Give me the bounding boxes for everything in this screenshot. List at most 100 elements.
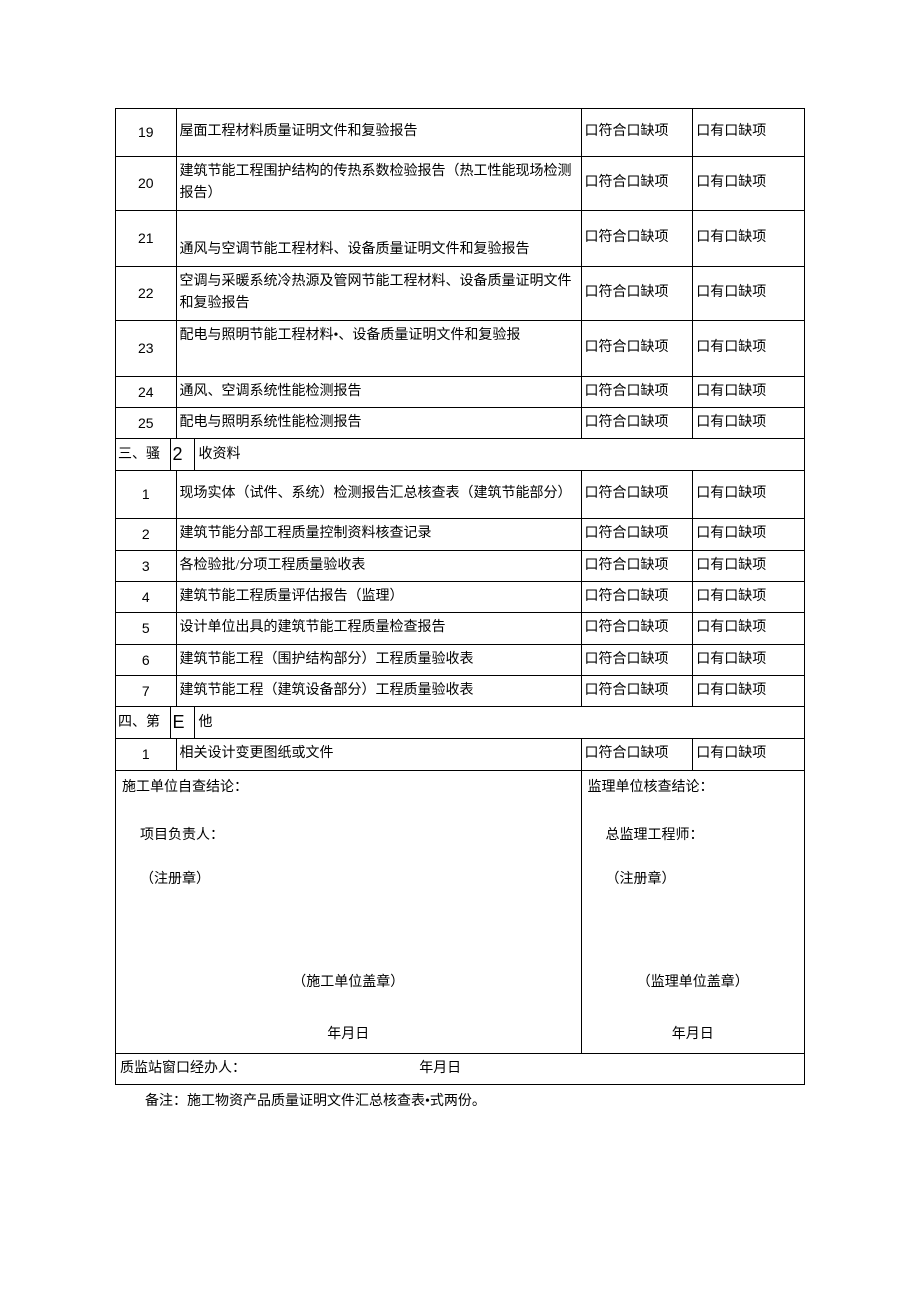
compliance-cell: 口符合口缺项 bbox=[581, 676, 693, 707]
compliance-cell: 口符合口缺项 bbox=[581, 739, 693, 770]
status-cell: 口有口缺项 bbox=[693, 550, 805, 581]
sig-title: 施工单位自查结论： bbox=[122, 777, 575, 799]
row-description: 各检验批/分项工程质量验收表 bbox=[176, 550, 581, 581]
row-description: 建筑节能工程（建筑设备部分）工程质量验收表 bbox=[176, 676, 581, 707]
row-description: 建筑节能工程围护结构的传热系数检验报告（热工性能现场检测报告） bbox=[176, 157, 581, 211]
inspection-table: 19屋面工程材料质量证明文件和复验报告口符合口缺项口有口缺项20建筑节能工程围护… bbox=[115, 108, 805, 1085]
row-number: 21 bbox=[116, 210, 177, 266]
status-cell: 口有口缺项 bbox=[693, 581, 805, 612]
sig-person-label: 项目负责人： bbox=[122, 825, 575, 847]
sig-seal: （注册章） bbox=[588, 869, 798, 891]
table-row: 7建筑节能工程（建筑设备部分）工程质量验收表口符合口缺项口有口缺项 bbox=[116, 676, 805, 707]
row-number: 23 bbox=[116, 320, 177, 376]
compliance-cell: 口符合口缺项 bbox=[581, 519, 693, 550]
row-number: 19 bbox=[116, 109, 177, 157]
section-number: 2 bbox=[170, 439, 194, 470]
sig-stamp: （监理单位盖章） bbox=[588, 972, 798, 994]
table-row: 24通风、空调系统性能检测报告口符合口缺项口有口缺项 bbox=[116, 376, 805, 407]
row-description: 建筑节能工程质量评估报告（监理） bbox=[176, 581, 581, 612]
row-number: 24 bbox=[116, 376, 177, 407]
row-number: 1 bbox=[116, 739, 177, 770]
section-prefix: 四、第 bbox=[116, 707, 170, 738]
row-description: 屋面工程材料质量证明文件和复验报告 bbox=[176, 109, 581, 157]
row-number: 1 bbox=[116, 471, 177, 519]
row-description: 配电与照明系统性能检测报告 bbox=[176, 407, 581, 438]
sig-date: 年月日 bbox=[122, 1024, 575, 1046]
compliance-cell: 口符合口缺项 bbox=[581, 550, 693, 581]
table-row: 2建筑节能分部工程质量控制资料核查记录口符合口缺项口有口缺项 bbox=[116, 519, 805, 550]
table-row: 1现场实体（试件、系统）检测报告汇总核查表（建筑节能部分）口符合口缺项口有口缺项 bbox=[116, 471, 805, 519]
row-description: 空调与采暖系统冷热源及管网节能工程材料、设备质量证明文件和复验报告 bbox=[176, 266, 581, 320]
compliance-cell: 口符合口缺项 bbox=[581, 581, 693, 612]
section-number: E bbox=[170, 707, 194, 738]
status-cell: 口有口缺项 bbox=[693, 644, 805, 675]
compliance-cell: 口符合口缺项 bbox=[581, 320, 693, 376]
compliance-cell: 口符合口缺项 bbox=[581, 376, 693, 407]
row-number: 25 bbox=[116, 407, 177, 438]
sig-person-label: 总监理工程师： bbox=[588, 825, 798, 847]
compliance-cell: 口符合口缺项 bbox=[581, 266, 693, 320]
status-cell: 口有口缺项 bbox=[693, 320, 805, 376]
row-description: 建筑节能工程（围护结构部分）工程质量验收表 bbox=[176, 644, 581, 675]
row-number: 22 bbox=[116, 266, 177, 320]
signature-row: 施工单位自查结论：项目负责人：（注册章）（施工单位盖章）年月日监理单位核查结论：… bbox=[116, 770, 805, 1053]
handler-date: 年月日 bbox=[419, 1058, 461, 1080]
table-row: 4建筑节能工程质量评估报告（监理）口符合口缺项口有口缺项 bbox=[116, 581, 805, 612]
table-row: 5设计单位出具的建筑节能工程质量检查报告口符合口缺项口有口缺项 bbox=[116, 613, 805, 644]
row-number: 2 bbox=[116, 519, 177, 550]
status-cell: 口有口缺项 bbox=[693, 519, 805, 550]
status-cell: 口有口缺项 bbox=[693, 210, 805, 266]
status-cell: 口有口缺项 bbox=[693, 157, 805, 211]
table-row: 25配电与照明系统性能检测报告口符合口缺项口有口缺项 bbox=[116, 407, 805, 438]
sig-seal: （注册章） bbox=[122, 869, 575, 891]
row-number: 4 bbox=[116, 581, 177, 612]
table-row: 23配电与照明节能工程材料•、设备质量证明文件和复验报口符合口缺项口有口缺项 bbox=[116, 320, 805, 376]
section-prefix: 三、骚 bbox=[116, 439, 170, 470]
compliance-cell: 口符合口缺项 bbox=[581, 109, 693, 157]
row-number: 5 bbox=[116, 613, 177, 644]
status-cell: 口有口缺项 bbox=[693, 739, 805, 770]
row-number: 20 bbox=[116, 157, 177, 211]
table-row: 6建筑节能工程（围护结构部分）工程质量验收表口符合口缺项口有口缺项 bbox=[116, 644, 805, 675]
row-number: 6 bbox=[116, 644, 177, 675]
row-description: 相关设计变更图纸或文件 bbox=[176, 739, 581, 770]
compliance-cell: 口符合口缺项 bbox=[581, 157, 693, 211]
sig-title: 监理单位核查结论： bbox=[588, 777, 798, 799]
status-cell: 口有口缺项 bbox=[693, 613, 805, 644]
status-cell: 口有口缺项 bbox=[693, 676, 805, 707]
table-row: 3各检验批/分项工程质量验收表口符合口缺项口有口缺项 bbox=[116, 550, 805, 581]
compliance-cell: 口符合口缺项 bbox=[581, 210, 693, 266]
compliance-cell: 口符合口缺项 bbox=[581, 613, 693, 644]
construction-unit-signature: 施工单位自查结论： 项目负责人： （注册章） （施工单位盖章） 年月日 bbox=[116, 770, 582, 1053]
sig-stamp: （施工单位盖章） bbox=[122, 972, 575, 994]
status-cell: 口有口缺项 bbox=[693, 266, 805, 320]
table-row: 21通风与空调节能工程材料、设备质量证明文件和复验报告口符合口缺项口有口缺项 bbox=[116, 210, 805, 266]
row-description: 现场实体（试件、系统）检测报告汇总核查表（建筑节能部分） bbox=[176, 471, 581, 519]
section-title: 收资料 bbox=[194, 439, 804, 470]
row-description: 建筑节能分部工程质量控制资料核查记录 bbox=[176, 519, 581, 550]
compliance-cell: 口符合口缺项 bbox=[581, 644, 693, 675]
handler-label: 质监站窗口经办人： bbox=[120, 1058, 419, 1080]
section-header: 三、骚2收资料 bbox=[116, 439, 805, 471]
footer-note: 备注：施工物资产品质量证明文件汇总核查表•式两份。 bbox=[115, 1090, 805, 1110]
table-row: 1相关设计变更图纸或文件口符合口缺项口有口缺项 bbox=[116, 739, 805, 770]
row-description: 配电与照明节能工程材料•、设备质量证明文件和复验报 bbox=[176, 320, 581, 376]
section-header: 四、第E他 bbox=[116, 707, 805, 739]
compliance-cell: 口符合口缺项 bbox=[581, 407, 693, 438]
compliance-cell: 口符合口缺项 bbox=[581, 471, 693, 519]
row-description: 通风与空调节能工程材料、设备质量证明文件和复验报告 bbox=[176, 210, 581, 266]
status-cell: 口有口缺项 bbox=[693, 109, 805, 157]
status-cell: 口有口缺项 bbox=[693, 471, 805, 519]
table-row: 20建筑节能工程围护结构的传热系数检验报告（热工性能现场检测报告）口符合口缺项口… bbox=[116, 157, 805, 211]
supervision-unit-signature: 监理单位核查结论： 总监理工程师： （注册章） （监理单位盖章） 年月日 bbox=[581, 770, 804, 1053]
table-row: 22空调与采暖系统冷热源及管网节能工程材料、设备质量证明文件和复验报告口符合口缺… bbox=[116, 266, 805, 320]
sig-date: 年月日 bbox=[588, 1024, 798, 1046]
row-description: 设计单位出具的建筑节能工程质量检查报告 bbox=[176, 613, 581, 644]
status-cell: 口有口缺项 bbox=[693, 376, 805, 407]
table-row: 19屋面工程材料质量证明文件和复验报告口符合口缺项口有口缺项 bbox=[116, 109, 805, 157]
status-cell: 口有口缺项 bbox=[693, 407, 805, 438]
row-number: 7 bbox=[116, 676, 177, 707]
handler-row: 质监站窗口经办人：年月日 bbox=[116, 1053, 805, 1084]
row-number: 3 bbox=[116, 550, 177, 581]
section-title: 他 bbox=[194, 707, 804, 738]
